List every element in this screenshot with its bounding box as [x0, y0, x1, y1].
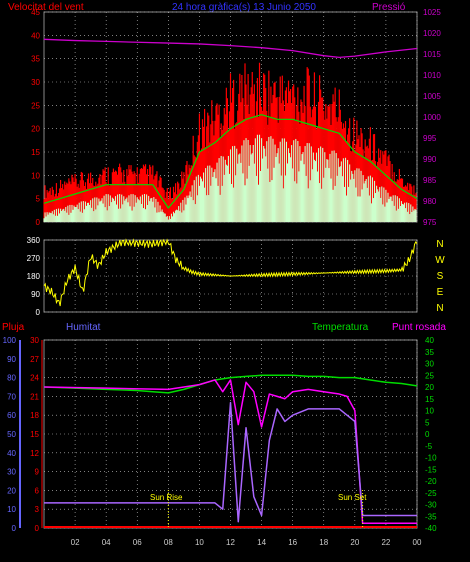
pressure-y-tick: 985	[423, 176, 437, 185]
date-title: 24 hora gràfica(s) 13 Junio 2050	[172, 2, 316, 13]
wind-y-tick: 5	[36, 195, 41, 204]
x-tick-label: 04	[102, 538, 111, 547]
x-tick-label: 10	[195, 538, 204, 547]
compass-label: S	[437, 271, 444, 282]
direction-y-tick: 270	[27, 254, 41, 263]
wind-avg-line	[43, 114, 418, 209]
wind-y-tick: 25	[31, 101, 40, 110]
compass-label: N	[436, 239, 443, 250]
pressure-y-tick: 1015	[423, 50, 441, 59]
wind-y-tick: 0	[36, 218, 41, 227]
temp-y-tick: 35	[425, 348, 434, 357]
compass-label: E	[437, 287, 444, 298]
pressure-y-tick: 995	[423, 134, 437, 143]
pressure-y-tick: 1010	[423, 71, 441, 80]
temperature-line	[43, 374, 418, 394]
pressure-title: Pressió	[372, 2, 406, 13]
temp-y-tick: 15	[425, 395, 434, 404]
wind-y-tick: 15	[31, 148, 40, 157]
wind-y-tick: 40	[31, 31, 40, 40]
compass-label: W	[435, 255, 445, 266]
temp-y-tick: -30	[425, 501, 437, 510]
humidity-y-tick: 6	[35, 486, 40, 495]
humidity-y-tick: 27	[30, 355, 39, 364]
x-tick-label: 06	[133, 538, 142, 547]
direction-y-tick: 90	[31, 290, 40, 299]
x-tick-label: 02	[71, 538, 80, 547]
wind-y-tick: 35	[31, 55, 40, 64]
rain-y-tick: 60	[7, 411, 16, 420]
temp-y-tick: -20	[425, 477, 437, 486]
wind-speed-title: Velocitat del vent	[8, 2, 84, 13]
pressure-y-tick: 1005	[423, 92, 441, 101]
humidity-y-tick: 21	[30, 392, 39, 401]
humidity-y-tick: 3	[35, 505, 40, 514]
rain-y-tick: 10	[7, 505, 16, 514]
temp-y-tick: -5	[425, 442, 433, 451]
temp-y-tick: -15	[425, 465, 437, 474]
rain-label: Pluja	[2, 322, 25, 333]
wind-y-tick: 20	[31, 125, 40, 134]
wind-direction-line	[43, 238, 418, 307]
pressure-line	[43, 38, 418, 59]
temp-y-tick: 40	[425, 336, 434, 345]
humidity-y-tick: 30	[30, 336, 39, 345]
temp-y-tick: 30	[425, 360, 434, 369]
humidity-y-tick: 15	[30, 430, 39, 439]
pressure-y-tick: 975	[423, 218, 437, 227]
compass-label: N	[436, 303, 443, 314]
temp-y-tick: -10	[425, 454, 437, 463]
wind-min-bars	[43, 134, 417, 222]
direction-y-tick: 0	[36, 308, 41, 317]
wind-y-tick: 45	[31, 8, 40, 17]
rain-y-tick: 0	[12, 524, 17, 533]
rain-y-tick: 40	[7, 449, 16, 458]
humidity-line	[44, 401, 417, 523]
pressure-y-tick: 990	[423, 155, 437, 164]
humidity-y-tick: 18	[30, 411, 39, 420]
rain-y-tick: 90	[7, 355, 16, 364]
rain-y-tick: 100	[3, 336, 17, 345]
temp-y-tick: 20	[425, 383, 434, 392]
wind-y-tick: 30	[31, 78, 40, 87]
x-tick-label: 16	[288, 538, 297, 547]
humidity-y-tick: 12	[30, 449, 39, 458]
temp-y-tick: 0	[425, 430, 430, 439]
x-tick-label: 14	[257, 538, 266, 547]
dewpoint-label: Punt rosada	[392, 322, 446, 333]
pressure-y-tick: 1020	[423, 29, 441, 38]
x-tick-label: 08	[164, 538, 173, 547]
temperature-label: Temperatura	[312, 322, 369, 333]
sunset-annotation: Sun Set	[338, 493, 367, 502]
temp-y-tick: 25	[425, 371, 434, 380]
sunrise-annotation: Sun Rise	[150, 493, 183, 502]
temp-y-tick: -35	[425, 512, 437, 521]
x-tick-label: 20	[350, 538, 359, 547]
x-tick-label: 22	[381, 538, 390, 547]
humidity-y-tick: 0	[35, 524, 40, 533]
x-tick-label: 12	[226, 538, 235, 547]
rain-y-tick: 20	[7, 486, 16, 495]
temp-y-tick: -40	[425, 524, 437, 533]
rain-y-tick: 50	[7, 430, 16, 439]
temp-y-tick: 10	[425, 407, 434, 416]
pressure-y-tick: 1000	[423, 113, 441, 122]
humidity-label: Humitat	[66, 322, 101, 333]
humidity-y-tick: 9	[35, 468, 40, 477]
temp-y-tick: -25	[425, 489, 437, 498]
temp-y-tick: 5	[425, 418, 430, 427]
direction-y-tick: 180	[27, 272, 41, 281]
pressure-y-tick: 1025	[423, 8, 441, 17]
rain-y-tick: 80	[7, 374, 16, 383]
rain-y-tick: 30	[7, 468, 16, 477]
x-tick-label: 00	[413, 538, 422, 547]
x-tick-label: 18	[319, 538, 328, 547]
rain-y-tick: 70	[7, 392, 16, 401]
pressure-y-tick: 980	[423, 197, 437, 206]
direction-y-tick: 360	[27, 236, 41, 245]
humidity-y-tick: 24	[30, 374, 39, 383]
wind-y-tick: 10	[31, 171, 40, 180]
